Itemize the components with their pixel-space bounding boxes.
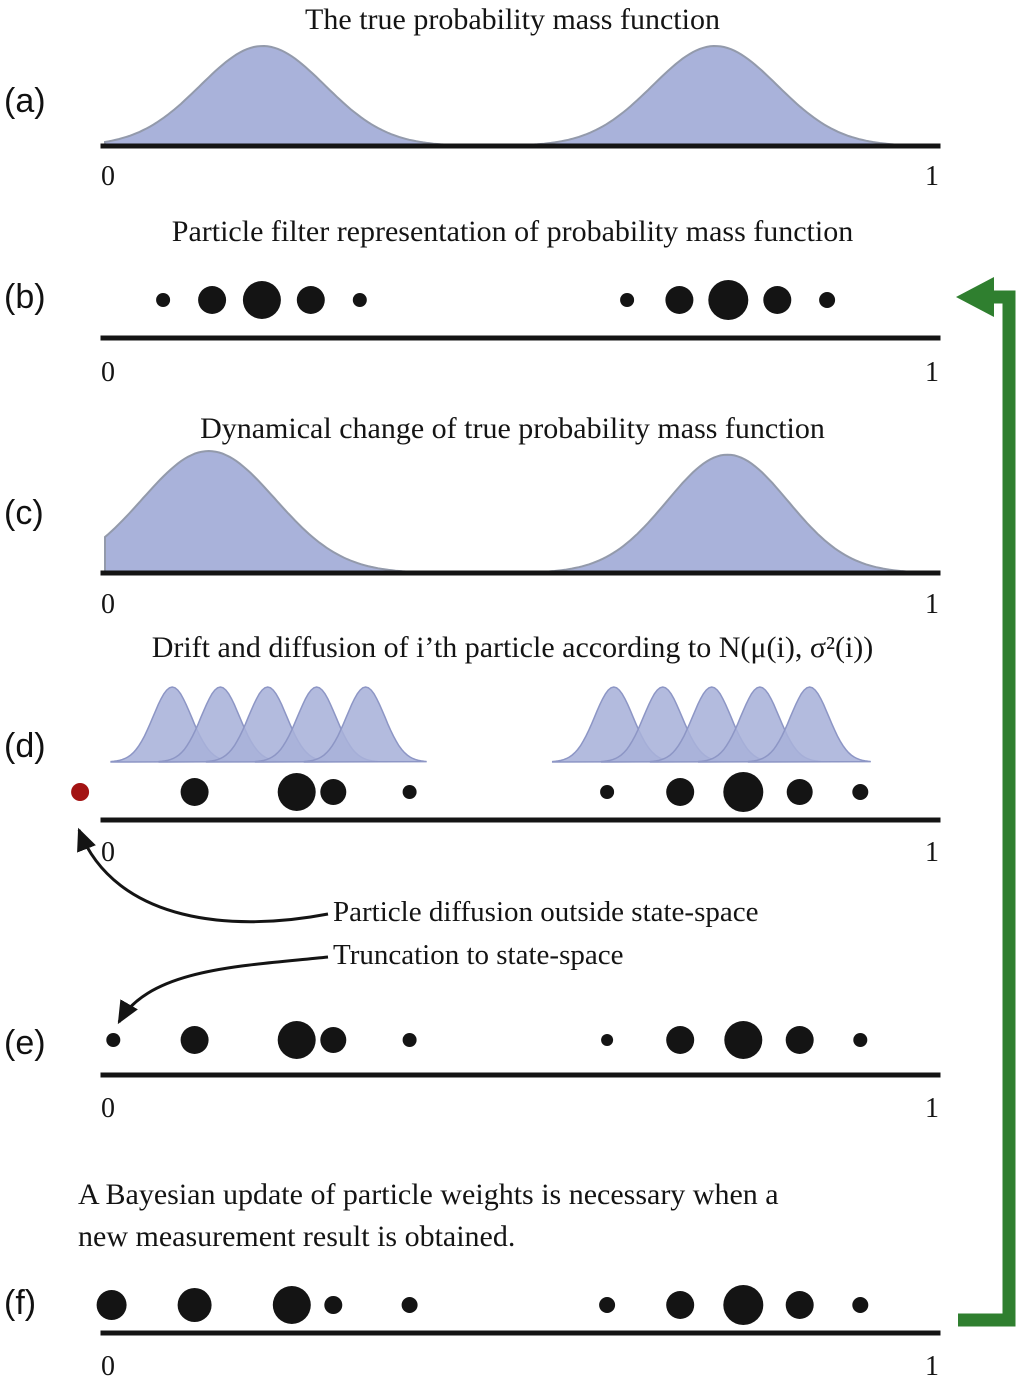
particle <box>242 281 281 319</box>
axis-c-min-label: 0 <box>101 589 115 620</box>
particle <box>106 1033 121 1047</box>
escaped-particle <box>71 783 90 801</box>
panel-e-label: (e) <box>4 1024 46 1062</box>
panel-b-plot: 0 1 <box>100 280 941 388</box>
particle <box>666 778 695 806</box>
particle <box>724 1021 763 1059</box>
panel-f-plot: 0 1 <box>96 1285 941 1381</box>
particle-group-b <box>156 280 836 320</box>
particle <box>785 1026 814 1054</box>
particle-group-f <box>96 1285 869 1325</box>
density-curve-group-c <box>104 449 936 574</box>
annotation-truncation: Truncation to state-space <box>333 939 624 971</box>
particle <box>320 779 347 805</box>
particle <box>819 292 836 308</box>
panel-a-plot: 0 1 <box>100 44 941 192</box>
panel-d-label: (d) <box>4 727 46 765</box>
panel-b-label: (b) <box>4 278 46 316</box>
axis-d-max-label: 1 <box>925 837 939 865</box>
particle <box>177 1288 212 1322</box>
particle <box>320 1027 347 1053</box>
density-curve-group-a <box>104 44 936 147</box>
particle <box>180 1026 209 1054</box>
particle <box>723 1285 764 1325</box>
axis-f-max-label: 1 <box>925 1351 939 1381</box>
particle <box>352 293 367 307</box>
particle <box>666 1291 695 1319</box>
particle <box>180 778 209 806</box>
particle-group-d <box>71 772 869 812</box>
particle <box>600 785 615 799</box>
particle <box>277 1021 316 1059</box>
particle <box>852 1297 869 1313</box>
particle <box>401 1297 418 1313</box>
particle <box>785 1291 814 1319</box>
particle-group-e <box>106 1021 868 1059</box>
diffusion-kernel <box>303 686 427 763</box>
panel-b-title: Particle filter representation of probab… <box>171 215 854 248</box>
panel-c-plot: 0 1 <box>100 449 941 620</box>
axis-e-min-label: 0 <box>101 1093 115 1124</box>
axis-b-max-label: 1 <box>925 357 939 388</box>
panel-c-title: Dynamical change of true probability mas… <box>200 412 825 445</box>
axis-a-min-label: 0 <box>101 161 115 192</box>
particle <box>272 1286 311 1324</box>
panel-a-title: The true probability mass function <box>305 3 720 36</box>
density-curve <box>104 44 936 147</box>
particle <box>402 785 417 799</box>
particle <box>786 779 813 805</box>
particle <box>853 1033 868 1047</box>
particle <box>620 293 635 307</box>
particle <box>763 286 792 314</box>
particle <box>198 286 227 314</box>
particle <box>723 772 764 812</box>
axis-c-max-label: 1 <box>925 589 939 620</box>
panel-f-label: (f) <box>4 1284 37 1322</box>
particle <box>708 280 749 320</box>
axis-d-min-label: 0 <box>101 837 115 865</box>
axis-e-max-label: 1 <box>925 1093 939 1124</box>
axis-b-min-label: 0 <box>101 357 115 388</box>
particle <box>402 1033 417 1047</box>
particle <box>852 784 869 800</box>
particle <box>277 773 316 811</box>
panel-d-title: Drift and diffusion of i’th particle acc… <box>151 631 874 664</box>
diffusion-kernel-group <box>110 686 871 763</box>
density-curve <box>104 449 936 574</box>
panel-c-label: (c) <box>4 494 44 532</box>
annotation-diffusion-outside: Particle diffusion outside state-space <box>333 896 759 928</box>
particle <box>601 1034 614 1046</box>
particle <box>156 293 171 307</box>
axis-a-max-label: 1 <box>925 161 939 192</box>
particle <box>599 1297 616 1313</box>
particle <box>96 1290 127 1320</box>
panel-e-plot: 0 1 <box>100 1021 941 1124</box>
particle <box>324 1296 343 1314</box>
particle <box>296 286 325 314</box>
panel-d-plot: 0 1 <box>71 686 941 865</box>
particle <box>665 286 694 314</box>
particle <box>666 1026 695 1054</box>
axis-f-min-label: 0 <box>101 1351 115 1381</box>
panel-f-title: A Bayesian update of particle weights is… <box>78 1178 779 1253</box>
diffusion-kernel <box>747 686 871 763</box>
panel-a-label: (a) <box>4 82 46 120</box>
